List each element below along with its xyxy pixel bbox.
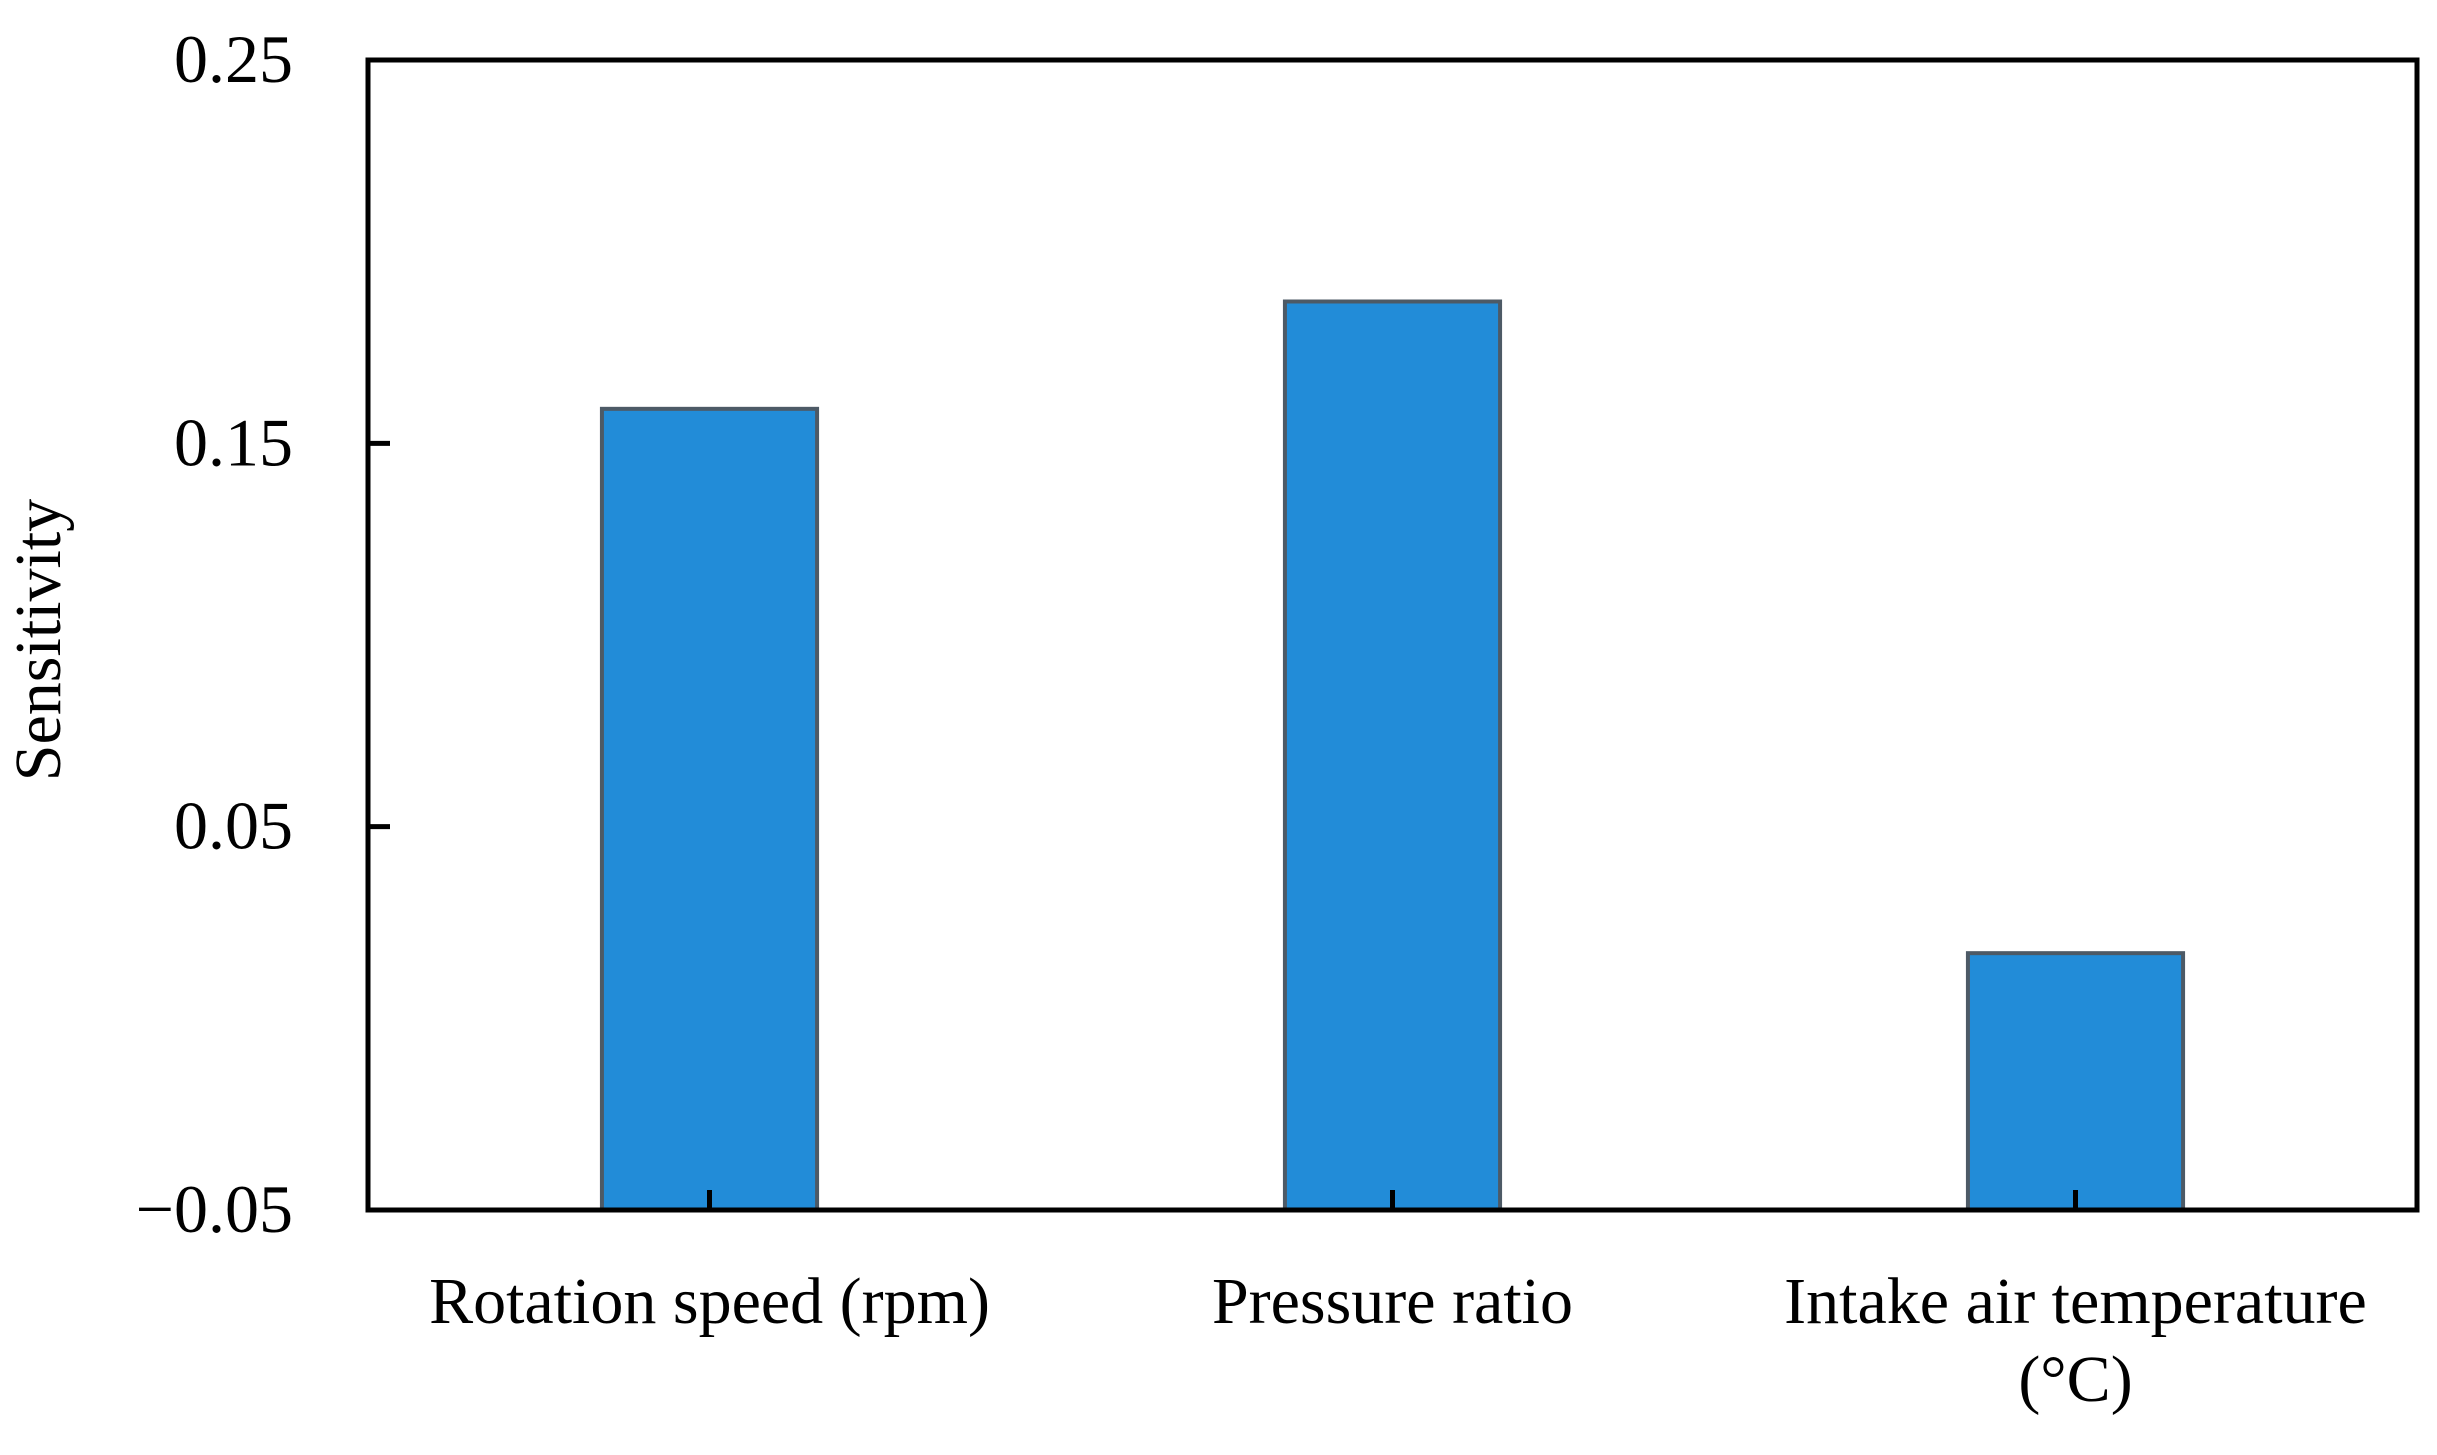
x-axis-ticks bbox=[707, 1190, 2078, 1210]
bar-3 bbox=[1965, 951, 2186, 1213]
y-tick-label: −0.05 bbox=[136, 1171, 293, 1247]
bars-group bbox=[599, 299, 2186, 1213]
x-category-label: Pressure ratio bbox=[1212, 1265, 1573, 1338]
x-category-label: Rotation speed (rpm) bbox=[429, 1265, 990, 1338]
bar-2 bbox=[1282, 299, 1503, 1212]
bar-1 bbox=[599, 406, 820, 1213]
y-tick-label: 0.25 bbox=[174, 21, 293, 97]
y-axis-tick-labels: −0.05 0.05 0.15 0.25 bbox=[136, 21, 293, 1247]
y-tick-label: 0.15 bbox=[174, 404, 293, 480]
x-axis-category-labels: Rotation speed (rpm) Pressure ratio Intake… bbox=[429, 1265, 2367, 1416]
x-category-label: Intake air temperature (°C) bbox=[1784, 1265, 2367, 1416]
y-axis-label: Sensitivity bbox=[2, 499, 75, 781]
y-axis-ticks bbox=[368, 57, 390, 1213]
y-tick-label: 0.05 bbox=[174, 788, 293, 864]
